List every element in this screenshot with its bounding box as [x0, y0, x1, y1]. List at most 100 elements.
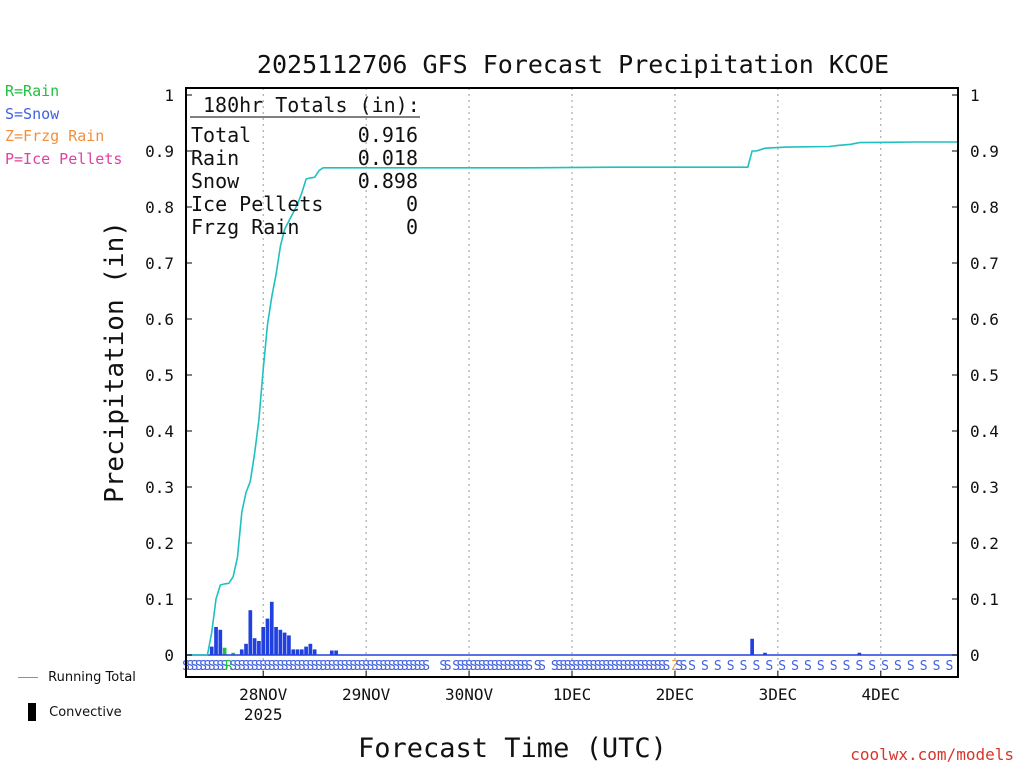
- snow-bar: [214, 627, 218, 655]
- ptype-letter: S: [581, 659, 589, 674]
- ptype-letter: S: [221, 659, 229, 674]
- ptype-letter: S: [422, 659, 430, 674]
- ptype-letter: S: [645, 659, 653, 674]
- snow-bar: [269, 601, 274, 655]
- x-tick-label: 3DEC: [759, 685, 798, 704]
- ptype-letter: S: [259, 659, 267, 674]
- ptype-letter: S: [199, 659, 207, 674]
- ptype-letter: S: [324, 659, 332, 674]
- totals-row-label: Total: [191, 123, 251, 147]
- ptype-letter: S: [186, 659, 194, 674]
- ptype-letter: S: [401, 659, 409, 674]
- ptype-letter: S: [255, 659, 263, 674]
- y-tick-label-left: 0.2: [145, 534, 174, 553]
- snow-bar: [291, 649, 296, 655]
- ptype-letter: S: [268, 659, 276, 674]
- ptype-letter: S: [315, 659, 323, 674]
- ptype-letter: S: [495, 659, 503, 674]
- ptype-letter: S: [444, 659, 452, 674]
- ptype-letter: S: [504, 659, 512, 674]
- plot-frame: [185, 87, 959, 678]
- legend-ice-pellets: P=Ice Pellets: [5, 150, 123, 168]
- ptype-letter: S: [538, 659, 546, 674]
- y-tick-label-left: 0.1: [145, 590, 174, 609]
- running-total-swatch: [18, 677, 38, 678]
- ptype-letter: R: [225, 659, 233, 674]
- ptype-letter: S: [362, 659, 370, 674]
- ptype-letter: S: [191, 659, 199, 674]
- ptype-letter: Z: [671, 659, 679, 674]
- legend-rain: R=Rain: [5, 82, 60, 100]
- ptype-letter: S: [946, 659, 954, 674]
- ptype-letter: S: [568, 659, 576, 674]
- ptype-letter: S: [246, 659, 254, 674]
- ptype-letter: S: [289, 659, 297, 674]
- source-credit: coolwx.com/models: [850, 745, 1014, 764]
- ptype-letter: S: [894, 659, 902, 674]
- ptype-letter: S: [881, 659, 889, 674]
- ptype-letter: S: [560, 659, 568, 674]
- totals-header: 180hr Totals (in):: [203, 93, 420, 117]
- x-tick-label: 1DEC: [553, 685, 592, 704]
- y-tick-label-left: 0.4: [145, 422, 174, 441]
- ptype-letter: S: [778, 659, 786, 674]
- totals-row-label: Frzg Rain: [191, 215, 299, 239]
- x-tick-sublabel: 2025: [244, 705, 283, 724]
- ptype-letter: S: [512, 659, 520, 674]
- ptype-letter: S: [628, 659, 636, 674]
- ptype-letter: S: [675, 659, 683, 674]
- ptype-letter: S: [508, 659, 516, 674]
- ptype-letter: S: [830, 659, 838, 674]
- ptype-letter: S: [714, 659, 722, 674]
- ptype-letter: S: [765, 659, 773, 674]
- ptype-letter: S: [306, 659, 314, 674]
- totals-row-value: 0: [406, 192, 418, 216]
- ptype-letter: S: [311, 659, 319, 674]
- ptype-letter: S: [285, 659, 293, 674]
- x-axis-title: Forecast Time (UTC): [358, 733, 667, 764]
- ptype-letter: S: [336, 659, 344, 674]
- snow-bar: [299, 649, 304, 655]
- ptype-letter: S: [272, 659, 280, 674]
- ptype-letter: S: [354, 659, 362, 674]
- snow-bar: [763, 652, 767, 655]
- ptype-letter: S: [216, 659, 224, 674]
- y-tick-label-left: 0: [164, 646, 174, 665]
- ptype-letter: S: [229, 659, 237, 674]
- rain-bar: [231, 652, 236, 655]
- ptype-letter: S: [658, 659, 666, 674]
- convective-swatch: [28, 703, 36, 721]
- ptype-letter: S: [332, 659, 340, 674]
- ptype-letter: S: [521, 659, 529, 674]
- ptype-letter: S: [482, 659, 490, 674]
- ptype-letter: S: [367, 659, 375, 674]
- ptype-letter: S: [195, 659, 203, 674]
- x-tick-label: 28NOV: [239, 685, 288, 704]
- ptype-letter: S: [349, 659, 357, 674]
- ptype-letter: S: [602, 659, 610, 674]
- totals-row-value: 0.898: [358, 169, 418, 193]
- ptype-letter: S: [204, 659, 212, 674]
- rain-bar: [222, 647, 227, 655]
- ptype-letter: S: [740, 659, 748, 674]
- ptype-letter: S: [298, 659, 306, 674]
- snow-bar: [750, 638, 754, 655]
- totals-row-label: Ice Pellets: [191, 192, 323, 216]
- ptype-letter: S: [379, 659, 387, 674]
- ptype-letter: S: [439, 659, 447, 674]
- ptype-letter: S: [457, 659, 465, 674]
- ptype-letter: S: [688, 659, 696, 674]
- ptype-letter: S: [302, 659, 310, 674]
- ptype-letter: S: [491, 659, 499, 674]
- ptype-letter: S: [208, 659, 216, 674]
- y-tick-label-left: 0.7: [145, 254, 174, 273]
- ptype-letter: S: [276, 659, 284, 674]
- totals-row-value: 0.916: [358, 123, 418, 147]
- ptype-letter: S: [238, 659, 246, 674]
- ptype-letter: S: [281, 659, 289, 674]
- ptype-letter: S: [345, 659, 353, 674]
- x-tick-label: 30NOV: [445, 685, 494, 704]
- snow-bar: [287, 635, 291, 655]
- y-tick-label-right: 0.5: [970, 366, 999, 385]
